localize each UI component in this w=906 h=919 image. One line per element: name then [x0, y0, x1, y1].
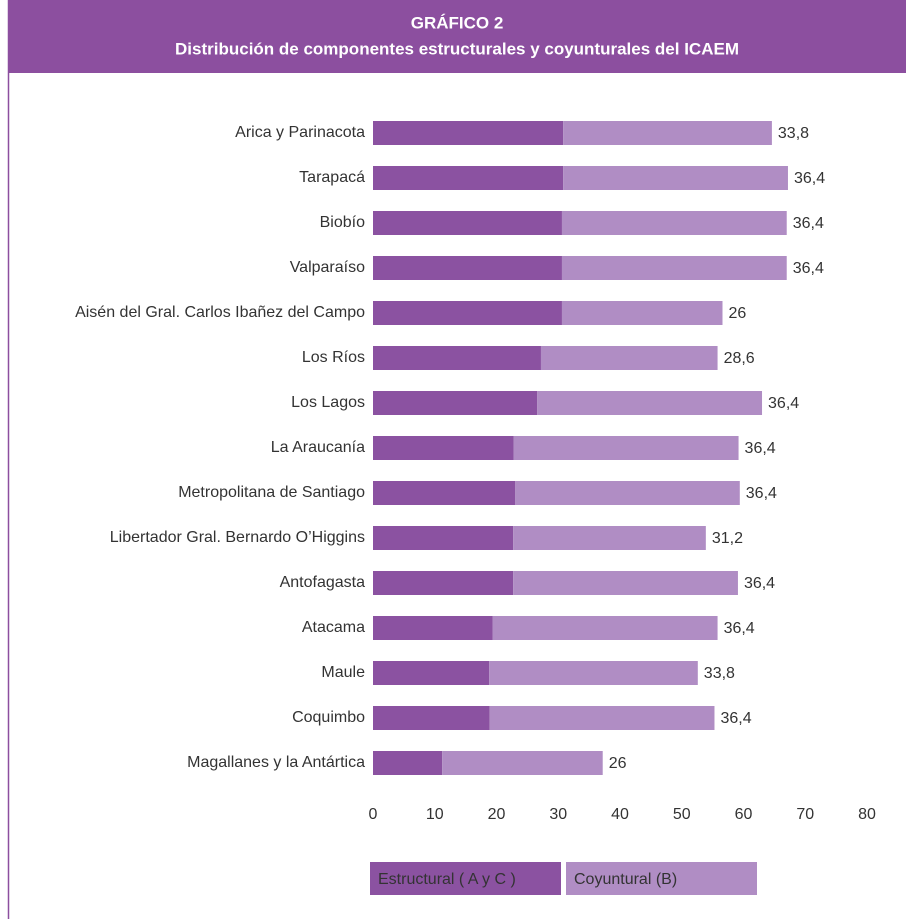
- value-label: 36,4: [794, 170, 825, 187]
- chart-subtitle: Distribución de componentes estructurale…: [175, 39, 739, 58]
- value-label: 33,8: [778, 125, 809, 142]
- category-label: Coquimbo: [292, 709, 365, 726]
- bar-segment: [373, 121, 564, 145]
- value-label: 33,8: [704, 665, 735, 682]
- bar-segment: [373, 661, 490, 685]
- bar-segment: [561, 256, 787, 280]
- value-label: 36,4: [724, 620, 755, 637]
- category-label: Valparaíso: [290, 259, 365, 276]
- category-label: La Araucanía: [271, 439, 365, 456]
- x-tick-label: 70: [796, 806, 814, 823]
- category-label: Aisén del Gral. Carlos Ibañez del Campo: [75, 304, 365, 321]
- bar-segment: [373, 211, 562, 235]
- category-label: Arica y Parinacota: [235, 124, 365, 141]
- x-tick-label: 40: [611, 806, 629, 823]
- value-label: 36,4: [768, 395, 799, 412]
- legend-label: Estructural ( A y C ): [378, 871, 516, 888]
- bar-segment: [373, 436, 514, 460]
- bar-segment: [373, 481, 516, 505]
- bar-segment: [540, 346, 718, 370]
- value-label: 36,4: [746, 485, 777, 502]
- chart-title: GRÁFICO 2: [411, 13, 504, 32]
- bar-segment: [373, 706, 490, 730]
- x-tick-label: 30: [549, 806, 567, 823]
- bar-segment: [373, 526, 514, 550]
- value-label: 36,4: [793, 215, 824, 232]
- category-label: Metropolitana de Santiago: [178, 484, 365, 501]
- bar-segment: [561, 301, 723, 325]
- legend-label: Coyuntural (B): [574, 871, 677, 888]
- bar-segment: [373, 751, 443, 775]
- x-tick-label: 80: [858, 806, 876, 823]
- bar-segment: [442, 751, 603, 775]
- category-label: Antofagasta: [280, 574, 366, 591]
- bar-segment: [373, 346, 541, 370]
- value-label: 36,4: [720, 710, 751, 727]
- bar-segment: [373, 256, 562, 280]
- bar-segment: [513, 436, 739, 460]
- category-label: Tarapacá: [299, 169, 365, 186]
- value-label: 36,4: [745, 440, 776, 457]
- bar-segment: [489, 661, 698, 685]
- bar-segment: [373, 571, 514, 595]
- bar-segment: [563, 166, 788, 190]
- category-label: Atacama: [302, 619, 365, 636]
- category-label: Biobío: [320, 214, 365, 231]
- category-label: Los Lagos: [291, 394, 365, 411]
- bar-segment: [373, 391, 538, 415]
- bar-segment: [515, 481, 740, 505]
- bar-segment: [373, 616, 493, 640]
- bar-segment: [513, 526, 706, 550]
- x-tick-label: 50: [673, 806, 691, 823]
- category-label: Magallanes y la Antártica: [187, 754, 365, 771]
- value-label: 28,6: [724, 350, 755, 367]
- bar-segment: [373, 166, 564, 190]
- legend-swatch: [566, 862, 757, 895]
- bar-segment: [489, 706, 715, 730]
- bar-segment: [513, 571, 738, 595]
- x-tick-label: 60: [735, 806, 753, 823]
- value-label: 26: [609, 755, 627, 772]
- bar-segment: [537, 391, 763, 415]
- x-tick-label: 20: [488, 806, 506, 823]
- header-band: [8, 0, 906, 73]
- category-label: Libertador Gral. Bernardo O’Higgins: [110, 529, 365, 546]
- legend-swatch: [370, 862, 561, 895]
- bar-segment: [563, 121, 772, 145]
- bar-segment: [373, 301, 562, 325]
- x-tick-label: 10: [426, 806, 444, 823]
- category-label: Maule: [321, 664, 365, 681]
- value-label: 36,4: [744, 575, 775, 592]
- value-label: 26: [729, 305, 747, 322]
- category-label: Los Ríos: [302, 349, 365, 366]
- bar-segment: [561, 211, 787, 235]
- value-label: 31,2: [712, 530, 743, 547]
- x-tick-label: 0: [369, 806, 378, 823]
- value-label: 36,4: [793, 260, 824, 277]
- bar-segment: [492, 616, 718, 640]
